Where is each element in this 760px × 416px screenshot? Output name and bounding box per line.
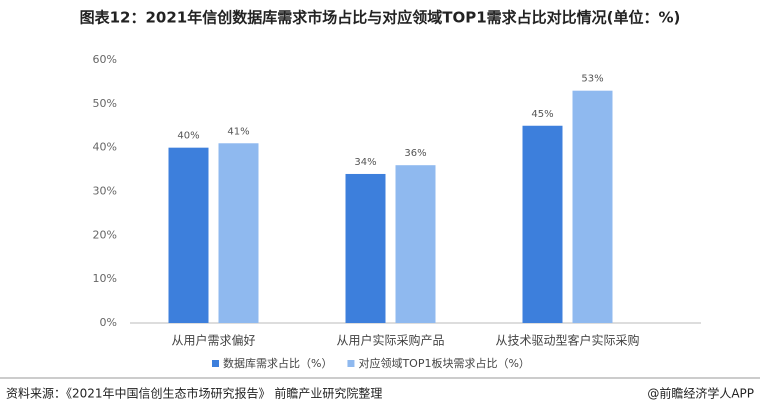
x-tick-label: 从技术驱动型客户实际采购 xyxy=(495,333,639,348)
bar xyxy=(572,90,613,323)
y-tick-label: 60% xyxy=(93,53,117,66)
y-tick-label: 50% xyxy=(93,97,117,110)
value-label: 40% xyxy=(177,131,199,142)
x-tick-label: 从用户实际采购产品 xyxy=(336,333,444,348)
value-label: 45% xyxy=(531,109,553,120)
y-tick-label: 30% xyxy=(93,185,117,198)
legend-swatch xyxy=(347,360,355,367)
bar xyxy=(522,125,563,323)
legend-label: 对应领域TOP1板块需求占比（%） xyxy=(358,356,529,370)
value-label: 36% xyxy=(404,148,426,159)
bar xyxy=(345,173,386,323)
bar xyxy=(168,147,209,323)
y-tick-label: 0% xyxy=(100,316,117,329)
legend-label: 数据库需求占比（%） xyxy=(223,356,332,370)
value-label: 53% xyxy=(581,74,603,85)
legend-swatch xyxy=(212,360,219,367)
y-tick-label: 20% xyxy=(93,228,117,241)
chart-title: 图表12：2021年信创数据库需求市场占比与对应领域TOP1需求占比对比情况(单… xyxy=(80,9,681,27)
x-tick-label: 从用户需求偏好 xyxy=(171,333,255,348)
bar xyxy=(395,165,436,323)
y-tick-label: 40% xyxy=(93,141,117,154)
value-label: 34% xyxy=(354,157,376,168)
source: 资料来源：《2021年中国信创生态市场研究报告》 前瞻产业研究院整理 xyxy=(6,386,382,401)
bar xyxy=(218,143,259,323)
value-label: 41% xyxy=(227,126,249,137)
credit: @前瞻经济学人APP xyxy=(647,386,754,401)
y-tick-label: 10% xyxy=(93,272,117,285)
